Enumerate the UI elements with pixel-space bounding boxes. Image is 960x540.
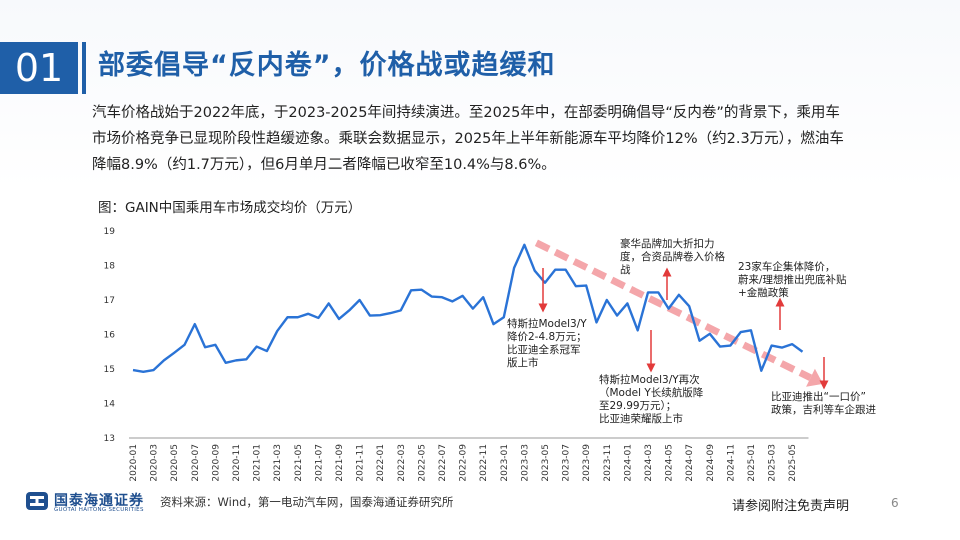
annotation-text: 比亚迪推出“一口价”政策，吉利等车企跟进 bbox=[771, 390, 876, 416]
x-tick-label: 2024-03 bbox=[644, 444, 654, 482]
x-tick-label: 2022-09 bbox=[459, 444, 469, 482]
annotation-line: 至29.99万元）； bbox=[599, 400, 676, 412]
y-tick-label: 15 bbox=[104, 365, 115, 375]
slide-title: 部委倡导“反内卷”，价格战或趋缓和 bbox=[98, 50, 556, 81]
annotation-text: 特斯拉Model3/Y再次（Model Y长续航版降至29.99万元）；比亚迪荣… bbox=[599, 373, 704, 425]
annotation-line: 蔚来/理想推出兜底补贴 bbox=[738, 273, 847, 286]
x-tick-label: 2025-03 bbox=[768, 444, 778, 482]
x-tick-label: 2023-05 bbox=[541, 444, 551, 482]
y-tick-label: 14 bbox=[104, 400, 116, 410]
page-number: 6 bbox=[891, 496, 899, 510]
annotation-text: 23家车企集体降价，蔚来/理想推出兜底补贴+金融政策 bbox=[738, 260, 847, 299]
x-tick-label: 2022-03 bbox=[397, 444, 407, 482]
annotation-line: 比亚迪推出“一口价” bbox=[771, 390, 866, 403]
x-tick-label: 2024-05 bbox=[665, 444, 675, 482]
figure-title: 图：GAIN中国乘用车市场成交均价（万元） bbox=[98, 200, 362, 216]
x-tick-label: 2021-09 bbox=[335, 444, 345, 482]
body-paragraph: 汽车价格战始于2022年底，于2023-2025年间持续演进。至2025年中，在… bbox=[92, 105, 844, 173]
x-tick-label: 2022-05 bbox=[417, 444, 427, 482]
series-line bbox=[132, 243, 804, 373]
x-tick-label: 2024-01 bbox=[623, 444, 633, 482]
logo-icon bbox=[26, 492, 48, 510]
x-tick-label: 2023-09 bbox=[582, 444, 592, 482]
annotation-line: 豪华品牌加大折扣力 bbox=[620, 237, 715, 250]
x-tick-label: 2020-01 bbox=[129, 444, 139, 482]
logo-text-cn: 国泰海通证券 bbox=[54, 493, 144, 509]
x-tick-label: 2023-07 bbox=[562, 444, 572, 482]
x-tick-label: 2024-07 bbox=[685, 444, 695, 482]
annotation-line: 比亚迪荣耀版上市 bbox=[599, 412, 683, 425]
x-tick-label: 2021-05 bbox=[294, 444, 304, 482]
x-tick-label: 2020-11 bbox=[232, 444, 242, 482]
annotation-line: 度，合资品牌卷入价格 bbox=[620, 250, 725, 263]
disclaimer-link[interactable]: 请参阅附注免责声明 bbox=[732, 499, 850, 514]
x-tick-label: 2023-11 bbox=[603, 444, 613, 482]
annotation-line: （Model Y长续航版降 bbox=[599, 386, 704, 399]
y-tick-label: 17 bbox=[104, 296, 115, 306]
x-tick-label: 2020-07 bbox=[191, 444, 201, 482]
x-tick-label: 2024-09 bbox=[706, 444, 716, 482]
y-tick-label: 16 bbox=[104, 331, 116, 341]
x-tick-label: 2020-09 bbox=[211, 444, 221, 482]
x-tick-label: 2024-11 bbox=[726, 444, 736, 482]
logo-text-en: GUOTAI HAITONG SECURITIES bbox=[54, 507, 144, 513]
y-tick-label: 13 bbox=[104, 434, 115, 444]
x-tick-label: 2021-07 bbox=[314, 444, 324, 482]
annotation-line: 政策，吉利等车企跟进 bbox=[771, 403, 876, 416]
annotation-line: +金融政策 bbox=[738, 286, 789, 299]
x-tick-label: 2021-11 bbox=[356, 444, 366, 482]
x-tick-label: 2020-05 bbox=[170, 444, 180, 482]
x-tick-label: 2025-05 bbox=[788, 444, 798, 482]
annotation-line: 降价2-4.8万元； bbox=[507, 330, 587, 343]
section-divider bbox=[82, 42, 86, 94]
y-tick-label: 18 bbox=[104, 262, 116, 272]
data-source: 资料来源：Wind，第一电动汽车网，国泰海通证券研究所 bbox=[160, 495, 454, 509]
x-tick-label: 2022-11 bbox=[479, 444, 489, 482]
annotation-line: 版上市 bbox=[507, 356, 539, 369]
annotation-line: 23家车企集体降价， bbox=[738, 260, 835, 273]
trend-arrow-head bbox=[806, 368, 824, 387]
x-tick-label: 2023-03 bbox=[520, 444, 530, 482]
x-tick-label: 2023-01 bbox=[500, 444, 510, 482]
y-tick-label: 19 bbox=[104, 227, 116, 237]
annotation-line: 战 bbox=[620, 264, 631, 276]
annotation-line: 比亚迪全系冠军 bbox=[507, 343, 581, 356]
x-tick-label: 2022-07 bbox=[438, 444, 448, 482]
x-tick-label: 2025-01 bbox=[747, 444, 757, 482]
x-tick-label: 2021-01 bbox=[253, 444, 263, 482]
annotation-line: 特斯拉Model3/Y再次 bbox=[599, 373, 700, 386]
x-tick-label: 2020-03 bbox=[150, 444, 160, 482]
x-tick-label: 2021-03 bbox=[273, 444, 283, 482]
x-tick-label: 2022-01 bbox=[376, 444, 386, 482]
section-number: 01 bbox=[0, 42, 78, 94]
annotation-text: 豪华品牌加大折扣力度，合资品牌卷入价格战 bbox=[620, 237, 725, 276]
annotation-text: 特斯拉Model3/Y 降价2-4.8万元；比亚迪全系冠军版上市 bbox=[507, 317, 587, 369]
annotation-line: 特斯拉Model3/Y bbox=[507, 317, 587, 330]
trend-arrow-shaft bbox=[534, 239, 813, 381]
